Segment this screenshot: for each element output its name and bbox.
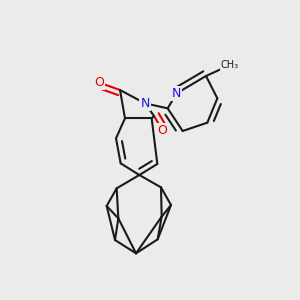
Text: N: N (140, 97, 150, 110)
Text: O: O (94, 76, 104, 89)
Text: N: N (172, 87, 182, 100)
Text: CH₃: CH₃ (221, 60, 239, 70)
Text: O: O (158, 124, 168, 137)
